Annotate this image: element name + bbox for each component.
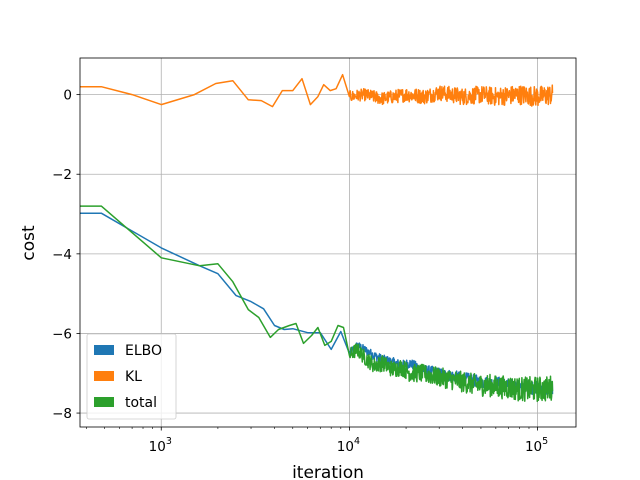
x-axis-label: iteration: [292, 463, 364, 480]
x-tick-exponent: 3: [166, 436, 172, 447]
x-tick-exponent: 4: [354, 436, 360, 447]
series-line-total: [80, 205, 554, 403]
y-tick-label: −2: [52, 167, 72, 183]
y-tick-label: −8: [52, 406, 72, 422]
x-tick-label: 103: [149, 436, 172, 455]
x-tick-exponent: 5: [542, 436, 548, 447]
legend-label-total: total: [125, 395, 157, 411]
legend-swatch-total: [94, 397, 114, 407]
y-axis-label: cost: [19, 225, 39, 261]
x-tick-base: 10: [525, 439, 542, 455]
x-tick-base: 10: [149, 439, 166, 455]
plot-frame: [79, 57, 577, 428]
legend-label-elbo: ELBO: [125, 343, 162, 359]
y-tick-label: −4: [52, 247, 72, 263]
y-tick-label: 0: [63, 88, 72, 104]
legend: ELBO KL total: [86, 333, 177, 420]
legend-swatch-elbo: [94, 345, 114, 355]
legend-swatch-kl: [94, 371, 114, 381]
series-line-kl: [80, 73, 554, 108]
series-layer: [80, 73, 554, 403]
x-tick-base: 10: [337, 439, 354, 455]
legend-label-kl: KL: [125, 369, 142, 385]
x-tick-label: 104: [337, 436, 360, 455]
x-tick-label: 105: [525, 436, 548, 455]
y-tick-label: −6: [52, 326, 72, 342]
